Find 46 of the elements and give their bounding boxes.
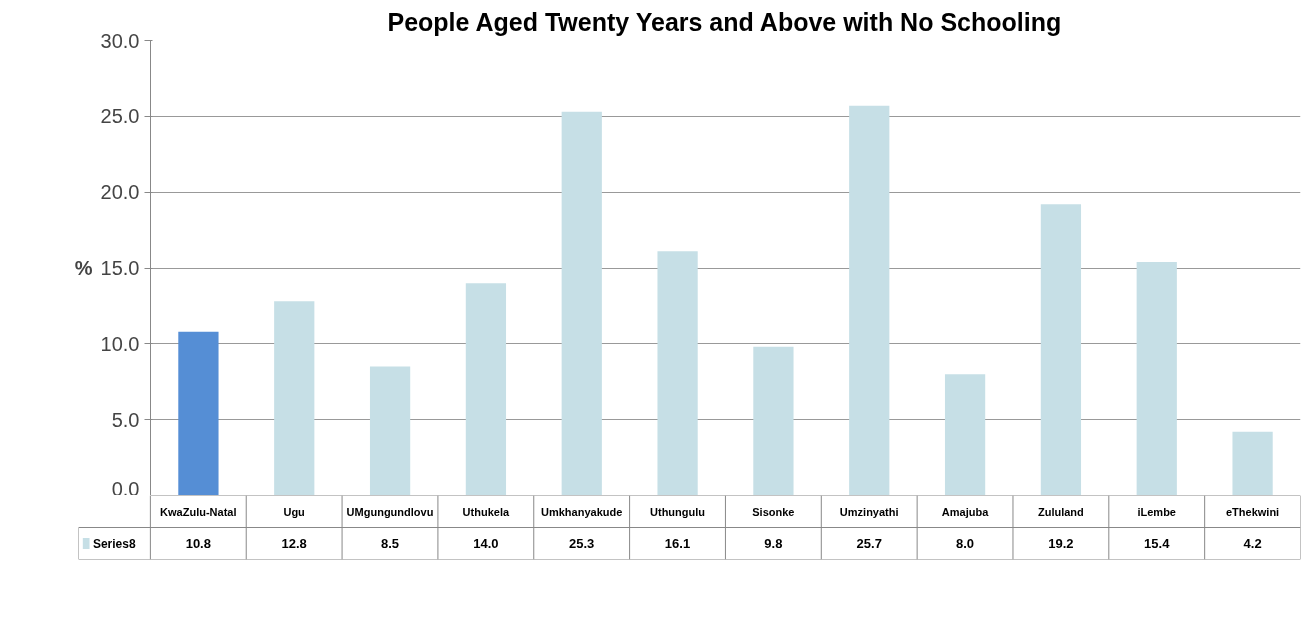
x-tick-label: UMgungundlovu <box>346 505 434 518</box>
x-tick-label: eThekwini <box>1225 505 1280 518</box>
y-tick-label: 5.0 <box>111 408 140 431</box>
bar <box>1232 431 1273 495</box>
y-axis-title: % <box>74 257 93 279</box>
bar <box>561 111 602 495</box>
y-tick-label: 0.0 <box>111 477 140 500</box>
x-tick-label: Uthukela <box>462 505 510 518</box>
bar <box>178 331 219 495</box>
bar <box>753 346 794 495</box>
x-tick-label: KwaZulu-Natal <box>160 505 237 518</box>
data-label: 9.8 <box>764 536 783 551</box>
x-tick-label: Umkhanyakude <box>541 505 623 518</box>
bar <box>1136 261 1177 495</box>
bar <box>369 366 411 495</box>
bar <box>274 301 315 495</box>
data-label: 4.2 <box>1243 536 1262 551</box>
data-label: 25.7 <box>856 536 882 551</box>
x-tick-label: Umzinyathi <box>839 505 899 518</box>
bar <box>944 374 986 495</box>
x-tick-label: iLembe <box>1137 505 1176 518</box>
data-label: 14.0 <box>473 536 499 551</box>
bar <box>849 105 890 495</box>
data-label: 12.8 <box>281 536 307 551</box>
x-tick-label: Uthungulu <box>650 505 706 518</box>
data-label: 25.3 <box>569 536 595 551</box>
data-label: 19.2 <box>1048 536 1074 551</box>
y-tick-label: 10.0 <box>100 332 140 355</box>
x-tick-label: Zululand <box>1037 505 1084 518</box>
data-label: 15.4 <box>1144 536 1171 551</box>
bar <box>1040 204 1082 495</box>
y-tick-label: 15.0 <box>100 257 140 279</box>
x-tick-label: Sisonke <box>752 505 795 518</box>
data-label: 16.1 <box>664 536 691 551</box>
legend-label: Series8 <box>92 536 136 551</box>
x-tick-label: Ugu <box>283 505 305 518</box>
data-label: 10.8 <box>185 536 211 551</box>
x-tick-label: Amajuba <box>941 505 990 518</box>
data-label: 8.5 <box>380 536 400 551</box>
y-tick-label: 25.0 <box>100 105 140 128</box>
bar <box>465 283 507 495</box>
bar <box>657 251 698 495</box>
data-label: 8.0 <box>956 536 975 551</box>
y-tick-label: 20.0 <box>100 181 140 204</box>
y-tick-label: 30.0 <box>100 29 140 52</box>
chart-title: People Aged Twenty Years and Above with No Schooling <box>387 7 1062 36</box>
